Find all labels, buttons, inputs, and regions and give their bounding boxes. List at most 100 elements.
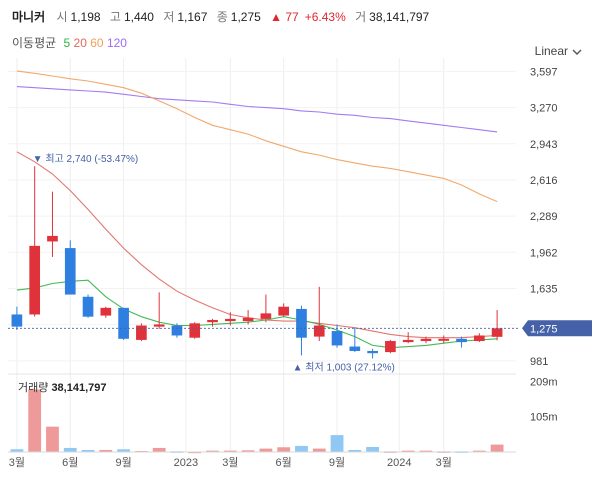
volume-bar [241, 450, 255, 452]
stock-name: 마니커 [12, 10, 46, 24]
scale-dropdown[interactable]: Linear [535, 44, 582, 58]
x-tick-label: 9월 [329, 456, 345, 469]
y-tick-label: 981 [530, 356, 548, 368]
ma5-line [16, 279, 498, 349]
ma60-line [16, 70, 498, 203]
volume-bar [46, 426, 59, 452]
scale-label: Linear [534, 44, 568, 58]
y-tick-label: 2,289 [530, 211, 558, 223]
candle-body [313, 325, 325, 337]
min-price-annotation: ▲ 최저 1,003 (27.12%) [293, 361, 395, 373]
low-value: 1,167 [177, 10, 208, 24]
candle-body [100, 307, 112, 316]
current-price-label: 1,275 [530, 323, 558, 335]
candle-body [118, 307, 129, 339]
open-label: 시 [56, 10, 68, 24]
volume-bar [223, 450, 237, 453]
candle-body [367, 350, 378, 354]
x-tick-label: 9월 [115, 456, 131, 469]
candle-body [242, 317, 254, 322]
candle-body [260, 313, 272, 319]
candle-body [456, 338, 467, 343]
x-tick-label: 3월 [222, 456, 238, 469]
open-value: 1,198 [70, 10, 101, 24]
candle-body [29, 245, 41, 315]
volume-value: 38,141,797 [369, 10, 430, 24]
candle-body [82, 296, 94, 317]
volume-bar [472, 450, 486, 453]
volume-bar [81, 449, 95, 452]
x-tick-label: 6월 [62, 456, 78, 469]
ma120-line [16, 86, 498, 133]
volume-bar [28, 389, 42, 452]
volume-title-label: 거래량 [18, 382, 49, 394]
close-label: 종 [216, 10, 228, 24]
high-label: 고 [109, 10, 121, 24]
volume-bar [99, 449, 113, 452]
volume-bar [330, 435, 344, 452]
volume-title-value: 38,141,797 [51, 382, 107, 394]
change-value: ▲ 77 [270, 10, 299, 24]
candle-body [47, 235, 58, 242]
max-price-annotation: ▼ 최고 2,740 (-53.47%) [33, 153, 139, 165]
volume-bar [259, 448, 273, 452]
candle-body [349, 346, 361, 351]
volume-bar [295, 445, 308, 452]
candle-body [491, 328, 503, 337]
low-label: 저 [163, 10, 175, 24]
high-value: 1,440 [123, 10, 154, 24]
y-tick-label: 2,616 [530, 175, 558, 187]
volume-panel-title: 거래량 38,141,797 [18, 379, 107, 395]
candle-body [331, 331, 343, 346]
volume-bar [312, 448, 326, 452]
candle-body [278, 306, 290, 316]
y-tick-label: 2,943 [530, 139, 558, 151]
volume-bar [366, 446, 380, 452]
candle-body [171, 325, 183, 336]
volume-bar [152, 447, 166, 452]
volume-label: 거 [355, 10, 367, 24]
volume-bar [401, 450, 415, 453]
candle-body [207, 320, 218, 323]
ma20-legend: 20 [73, 36, 87, 50]
y-tick-label: 1,635 [530, 283, 558, 295]
y-tick-label: 1,962 [530, 247, 558, 259]
chevron-down-icon [572, 49, 582, 55]
candle-body [385, 341, 396, 353]
x-tick-label: 6월 [276, 456, 292, 469]
candle-body [153, 324, 165, 327]
y-tick-label: 3,597 [530, 66, 558, 78]
close-value: 1,275 [230, 10, 261, 24]
ma5-legend: 5 [63, 36, 71, 50]
volume-bar [117, 449, 131, 452]
y-tick-label: 3,270 [530, 103, 558, 115]
x-tick-label: 2024 [387, 457, 411, 469]
candle-body [473, 335, 485, 342]
change-percent: +6.43% [304, 10, 346, 24]
current-price-badge [522, 320, 592, 337]
x-tick-label: 3월 [9, 456, 25, 469]
volume-bar [419, 450, 433, 453]
candle-body [11, 314, 23, 327]
volume-bar [63, 447, 77, 452]
volume-bar [348, 449, 362, 452]
candle-body [296, 308, 307, 338]
volume-bar [490, 444, 504, 452]
ma20-line [16, 151, 498, 339]
volume-tick-label: 105m [530, 412, 558, 424]
x-tick-label: 3월 [436, 456, 452, 469]
candle-body [438, 338, 450, 341]
candle-body [402, 339, 414, 343]
stock-header: 마니커 시 1,198 고 1,440 저 1,167 종 1,275 ▲ 77 +6.4… [12, 8, 435, 25]
x-tick-label: 2023 [174, 457, 198, 469]
volume-tick-label: 209m [530, 376, 558, 388]
volume-bar [10, 449, 24, 452]
candle-body [420, 338, 432, 342]
ma120-legend: 120 [106, 36, 127, 50]
moving-average-legend[interactable]: 이동평균 5 20 60 120 [12, 34, 127, 51]
moving-average-label: 이동평균 [12, 36, 57, 50]
volume-bar [277, 447, 291, 452]
candle-body [189, 323, 201, 338]
candle-body [136, 325, 147, 340]
